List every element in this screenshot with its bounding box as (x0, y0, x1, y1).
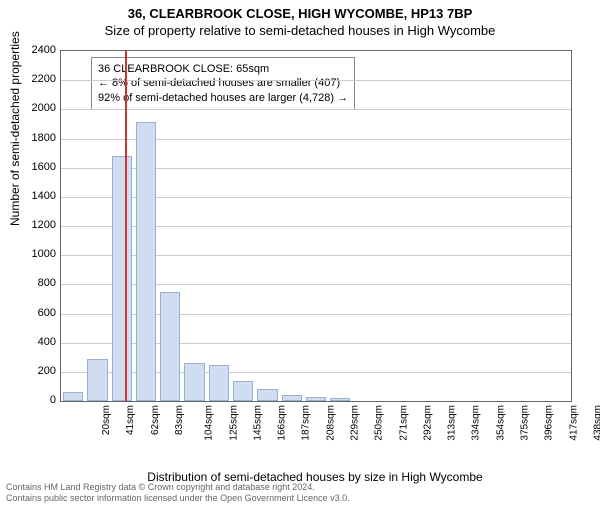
ytick-label: 200 (16, 365, 56, 377)
histogram-bar (87, 359, 107, 401)
chart-container: 36, CLEARBROOK CLOSE, HIGH WYCOMBE, HP13… (0, 6, 600, 506)
plot-area: 36 CLEARBROOK CLOSE: 65sqm ← 8% of semi-… (60, 50, 572, 402)
histogram-bar (112, 156, 132, 401)
xtick-label: 83sqm (174, 405, 185, 435)
xtick-label: 104sqm (204, 405, 215, 441)
xtick-label: 62sqm (150, 405, 161, 435)
annotation-line2: ← 8% of semi-detached houses are smaller… (98, 76, 348, 90)
ytick-label: 1000 (16, 248, 56, 260)
ytick-label: 2000 (16, 102, 56, 114)
annotation-line1: 36 CLEARBROOK CLOSE: 65sqm (98, 62, 348, 76)
ytick-label: 0 (16, 394, 56, 406)
annotation-line3: 92% of semi-detached houses are larger (… (98, 91, 348, 105)
histogram-bar (184, 363, 204, 401)
grid-line (61, 109, 571, 110)
histogram-bar (63, 392, 83, 401)
ytick-label: 1800 (16, 132, 56, 144)
xtick-label: 334sqm (471, 405, 482, 441)
grid-line (61, 80, 571, 81)
xtick-label: 125sqm (228, 405, 239, 441)
xtick-label: 417sqm (568, 405, 579, 441)
histogram-bar (233, 381, 253, 401)
histogram-bar (209, 365, 229, 401)
xtick-label: 313sqm (447, 405, 458, 441)
xtick-label: 354sqm (495, 405, 506, 441)
xtick-label: 438sqm (592, 405, 600, 441)
histogram-bar (282, 395, 302, 401)
xtick-label: 145sqm (252, 405, 263, 441)
xtick-label: 375sqm (520, 405, 531, 441)
ytick-label: 1200 (16, 219, 56, 231)
histogram-bar (330, 398, 350, 401)
ytick-label: 600 (16, 307, 56, 319)
footer-attribution: Contains HM Land Registry data © Crown c… (6, 482, 350, 504)
footer-line2: Contains public sector information licen… (6, 493, 350, 504)
xtick-label: 292sqm (422, 405, 433, 441)
xtick-label: 166sqm (277, 405, 288, 441)
ytick-label: 2200 (16, 73, 56, 85)
marker-line (125, 51, 127, 401)
ytick-label: 1600 (16, 161, 56, 173)
histogram-bar (160, 292, 180, 401)
histogram-bar (136, 122, 156, 401)
annotation-box: 36 CLEARBROOK CLOSE: 65sqm ← 8% of semi-… (91, 57, 355, 110)
xtick-label: 250sqm (374, 405, 385, 441)
chart-title-main: 36, CLEARBROOK CLOSE, HIGH WYCOMBE, HP13… (0, 6, 600, 21)
ytick-label: 1400 (16, 190, 56, 202)
xtick-label: 229sqm (350, 405, 361, 441)
xtick-label: 20sqm (101, 405, 112, 435)
xtick-label: 396sqm (544, 405, 555, 441)
xtick-label: 187sqm (301, 405, 312, 441)
xtick-label: 271sqm (398, 405, 409, 441)
footer-line1: Contains HM Land Registry data © Crown c… (6, 482, 350, 493)
xtick-label: 208sqm (325, 405, 336, 441)
histogram-bar (257, 389, 277, 401)
ytick-label: 400 (16, 336, 56, 348)
histogram-bar (306, 397, 326, 401)
ytick-label: 2400 (16, 44, 56, 56)
ytick-label: 800 (16, 277, 56, 289)
xtick-label: 41sqm (125, 405, 136, 435)
chart-title-sub: Size of property relative to semi-detach… (0, 23, 600, 38)
